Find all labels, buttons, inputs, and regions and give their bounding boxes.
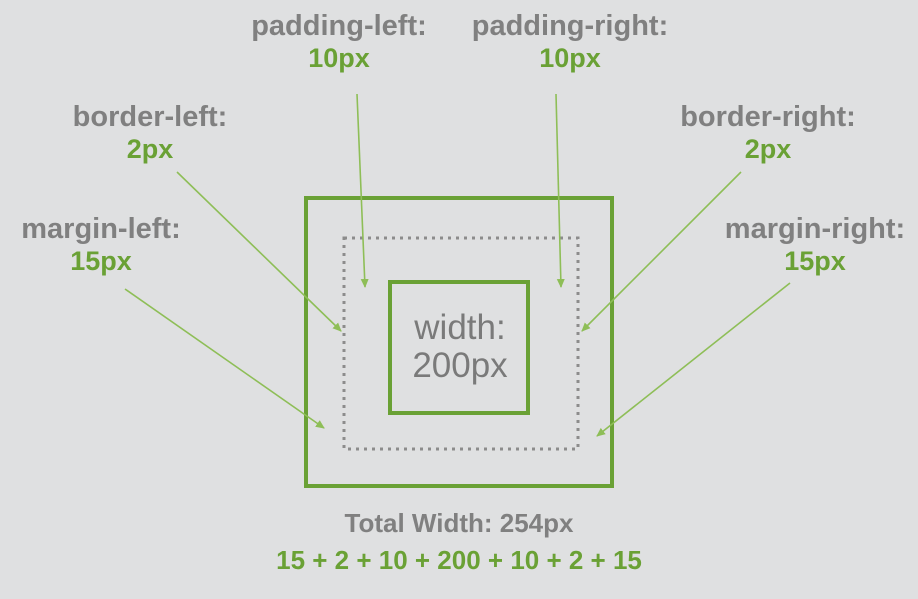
border-right-property: border-right: xyxy=(680,101,856,133)
total-width-formula: 15 + 2 + 10 + 200 + 10 + 2 + 15 xyxy=(276,545,642,575)
border-right-label: border-right: 2px xyxy=(665,101,871,165)
border-left-property: border-left: xyxy=(72,101,228,133)
margin-right-arrow xyxy=(596,282,791,437)
padding-right-value: 10px xyxy=(539,43,601,74)
margin-left-arrow xyxy=(124,288,325,429)
border-left-value: 2px xyxy=(126,134,174,165)
margin-left-property: margin-left: xyxy=(21,213,181,245)
border-left-label: border-left: 2px xyxy=(55,101,245,165)
content-width-value: 200px xyxy=(412,346,508,385)
content-box-outline xyxy=(388,280,530,415)
padding-left-arrow xyxy=(356,93,369,288)
total-width-title: Total Width: 254px xyxy=(344,508,574,538)
margin-right-property: margin-right: xyxy=(724,213,906,245)
padding-left-label: padding-left: 10px xyxy=(235,10,443,74)
content-box-label: width: 200px xyxy=(390,280,530,414)
padding-right-property: padding-right: xyxy=(471,10,669,42)
margin-right-value: 15px xyxy=(784,246,846,277)
padding-right-arrow xyxy=(555,93,565,288)
padding-right-label: padding-right: 10px xyxy=(455,10,685,74)
content-width-property: width: xyxy=(414,307,506,347)
margin-box-outline xyxy=(304,196,614,488)
margin-left-value: 15px xyxy=(70,246,132,277)
border-left-arrow xyxy=(176,171,342,332)
border-right-arrow xyxy=(581,171,742,332)
padding-left-value: 10px xyxy=(308,43,370,74)
border-right-value: 2px xyxy=(744,134,792,165)
margin-left-label: margin-left: 15px xyxy=(0,213,202,277)
padding-left-property: padding-left: xyxy=(251,10,427,42)
margin-right-label: margin-right: 15px xyxy=(712,213,918,277)
padding-box-dotted-outline xyxy=(342,236,580,451)
